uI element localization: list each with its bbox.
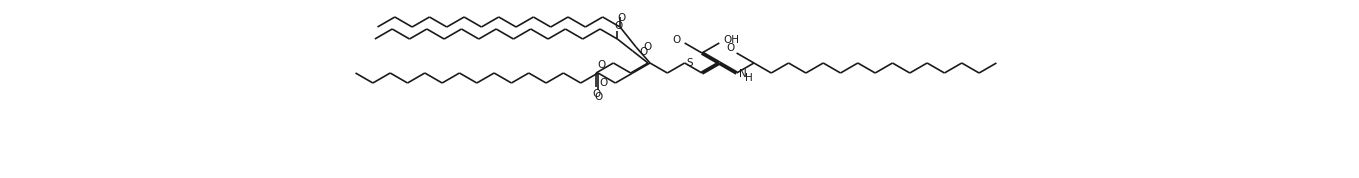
Text: S: S — [686, 58, 693, 68]
Text: OH: OH — [723, 35, 739, 45]
Text: O: O — [614, 21, 622, 31]
Text: O: O — [599, 78, 607, 88]
Text: O: O — [617, 13, 625, 23]
Text: N: N — [738, 69, 746, 79]
Text: O: O — [597, 60, 605, 70]
Text: O: O — [726, 43, 735, 53]
Text: O: O — [593, 89, 601, 99]
Text: O: O — [673, 35, 681, 45]
Text: O: O — [643, 42, 651, 52]
Text: H: H — [745, 73, 753, 83]
Text: O: O — [640, 47, 648, 57]
Text: O: O — [594, 92, 602, 102]
